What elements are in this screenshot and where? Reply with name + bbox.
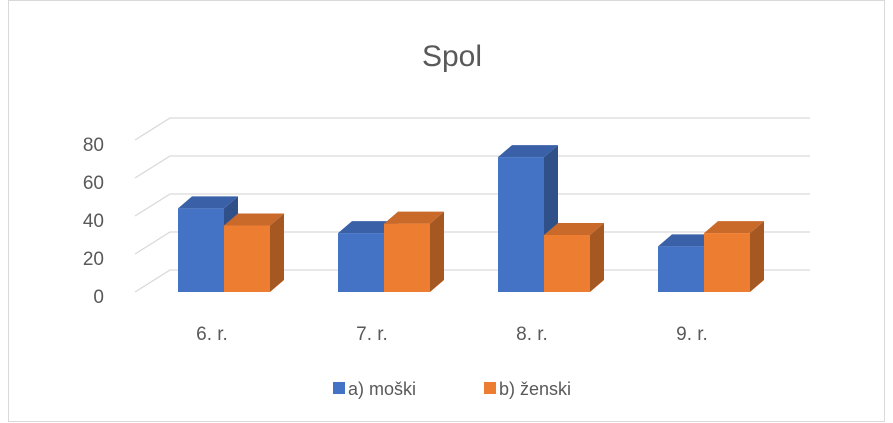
y-tick-label: 20 [83,249,104,270]
chart-border [8,0,885,422]
bar-top [384,211,444,224]
grid-line [134,155,810,179]
bar [384,211,444,292]
bar-front [338,233,384,292]
legend-label: a) moški [348,379,416,399]
bar [544,223,604,292]
bar [224,213,284,292]
chart-title: Spol [422,40,482,73]
bar-top [224,213,284,226]
bar-side [430,211,444,292]
bar-front [544,235,590,292]
bar-top [544,223,604,235]
bar-top [704,221,764,234]
x-tick-label: 7. r. [356,324,388,345]
bar-top [178,196,238,209]
bar-front [224,225,270,292]
x-tick-label: 6. r. [196,324,228,345]
bar-front [384,223,430,292]
bar-side [270,213,284,292]
bar-top [498,145,558,158]
y-tick-label: 80 [83,135,104,156]
bar-top [338,221,398,234]
legend-label: b) ženski [499,379,571,399]
bar-front [498,157,544,292]
legend-swatch [333,382,345,394]
y-tick-label: 0 [93,287,104,308]
bar-top [658,234,718,247]
x-tick-label: 9. r. [676,324,708,345]
bar-side [750,221,764,292]
legend-swatch [484,382,496,394]
bar-front [658,246,704,292]
y-tick-label: 40 [83,211,104,232]
bar [704,221,764,292]
grid-line [134,117,810,141]
grid-line [134,193,810,217]
x-tick-label: 8. r. [516,324,548,345]
bar-front [704,233,750,292]
bar-front [178,208,224,292]
bar-side [590,223,604,292]
y-tick-label: 60 [83,173,104,194]
